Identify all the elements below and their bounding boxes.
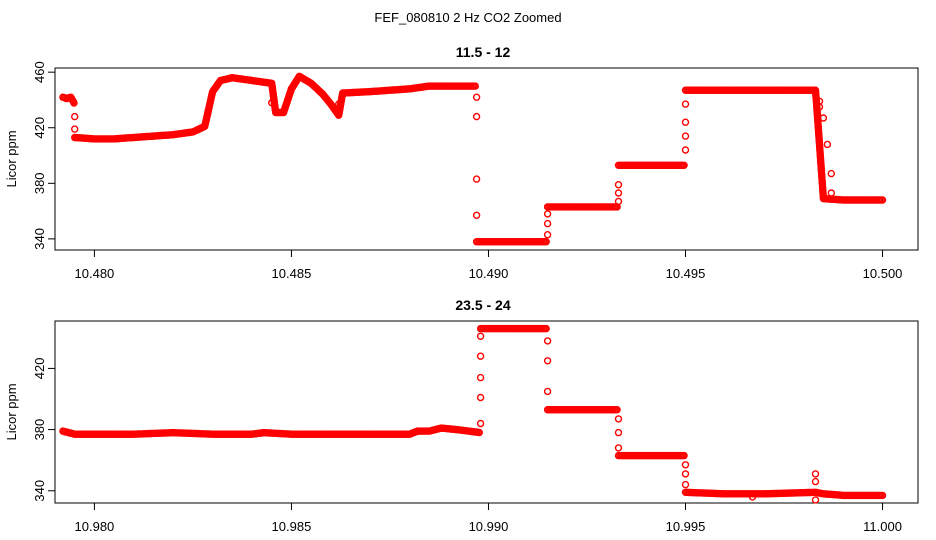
data-point	[811, 496, 820, 504]
data-point	[681, 118, 690, 126]
data-point	[681, 132, 690, 140]
data-point	[613, 406, 621, 414]
data-point	[268, 98, 276, 107]
data-point	[878, 491, 887, 500]
data-point	[335, 100, 343, 108]
panel-bottom-data-points	[59, 324, 887, 504]
data-point	[476, 393, 485, 402]
data-point	[472, 112, 481, 121]
data-point	[476, 352, 485, 360]
data-point	[614, 415, 623, 423]
panel-top-y-axis-label: Licor ppm	[4, 130, 19, 187]
data-point	[681, 461, 690, 469]
panel-top-x-axis: 10.480 10.485 10.490 10.495 10.500	[75, 249, 903, 281]
panel-top-data-points	[59, 72, 887, 246]
y-tick-label: 340	[32, 480, 47, 502]
x-tick-label: 11.000	[863, 519, 902, 534]
data-point	[542, 237, 550, 246]
data-point	[827, 189, 835, 197]
panel-top-plot-frame	[54, 67, 919, 251]
x-tick-label: 10.495	[666, 266, 706, 281]
data-point	[70, 125, 79, 133]
x-tick-label: 10.480	[75, 266, 115, 281]
panel-bottom-y-axis: 340 380 420	[32, 358, 56, 502]
data-point	[878, 196, 887, 204]
panel-top: 11.5 - 12 Licor ppm 10.480 10.485 10.490 10…	[4, 44, 919, 281]
figure-title: FEF_080810 2 Hz CO2 Zoomed	[374, 10, 561, 25]
data-point	[823, 140, 832, 149]
data-point	[614, 180, 623, 189]
data-point	[819, 114, 828, 122]
data-point	[542, 324, 550, 333]
panel-bottom-plot-frame	[54, 320, 919, 504]
data-point	[614, 197, 623, 206]
data-point	[681, 480, 690, 489]
panel-bottom-y-axis-label: Licor ppm	[4, 383, 19, 440]
data-point	[680, 161, 688, 170]
x-tick-label: 10.490	[469, 266, 509, 281]
x-tick-label: 10.985	[272, 519, 312, 534]
data-point	[680, 451, 688, 460]
y-tick-label: 340	[32, 228, 47, 250]
data-point	[543, 357, 552, 365]
data-point	[543, 219, 552, 228]
data-point	[681, 470, 690, 478]
data-point	[472, 211, 481, 220]
panel-bottom-title: 23.5 - 24	[455, 297, 510, 313]
data-point	[748, 493, 757, 501]
x-tick-label: 10.980	[75, 519, 115, 534]
data-point	[614, 428, 623, 437]
y-tick-label: 380	[32, 172, 47, 194]
data-point	[681, 146, 690, 154]
x-tick-label: 10.500	[863, 266, 903, 281]
panel-top-y-axis: 340 380 420 460	[32, 61, 56, 250]
x-tick-label: 10.485	[272, 266, 312, 281]
data-point	[475, 428, 483, 437]
data-point	[543, 230, 552, 239]
data-point	[476, 373, 485, 382]
data-point	[811, 477, 820, 486]
data-point	[681, 100, 690, 108]
panel-bottom: 23.5 - 24 Licor ppm 10.980 10.985 10.990 10…	[4, 297, 919, 534]
data-point	[476, 332, 485, 340]
data-point	[614, 189, 623, 197]
data-point	[543, 387, 552, 396]
y-tick-label: 420	[32, 117, 47, 139]
y-tick-label: 420	[32, 358, 47, 380]
x-tick-label: 10.990	[469, 519, 509, 534]
x-tick-label: 10.995	[666, 519, 706, 534]
data-point	[472, 175, 481, 183]
y-tick-label: 460	[32, 61, 47, 83]
data-point	[815, 103, 824, 111]
panel-bottom-x-axis: 10.980 10.985 10.990 10.995 11.000	[75, 502, 902, 534]
data-point	[543, 210, 552, 218]
data-point	[70, 112, 79, 121]
data-point	[614, 444, 623, 452]
data-point	[811, 470, 820, 478]
data-point	[543, 337, 552, 345]
data-point	[827, 169, 835, 178]
panel-top-title: 11.5 - 12	[456, 44, 511, 60]
data-point	[471, 82, 479, 90]
y-tick-label: 380	[32, 419, 47, 441]
data-point	[472, 93, 481, 101]
data-point	[70, 99, 78, 107]
data-point	[476, 419, 485, 428]
